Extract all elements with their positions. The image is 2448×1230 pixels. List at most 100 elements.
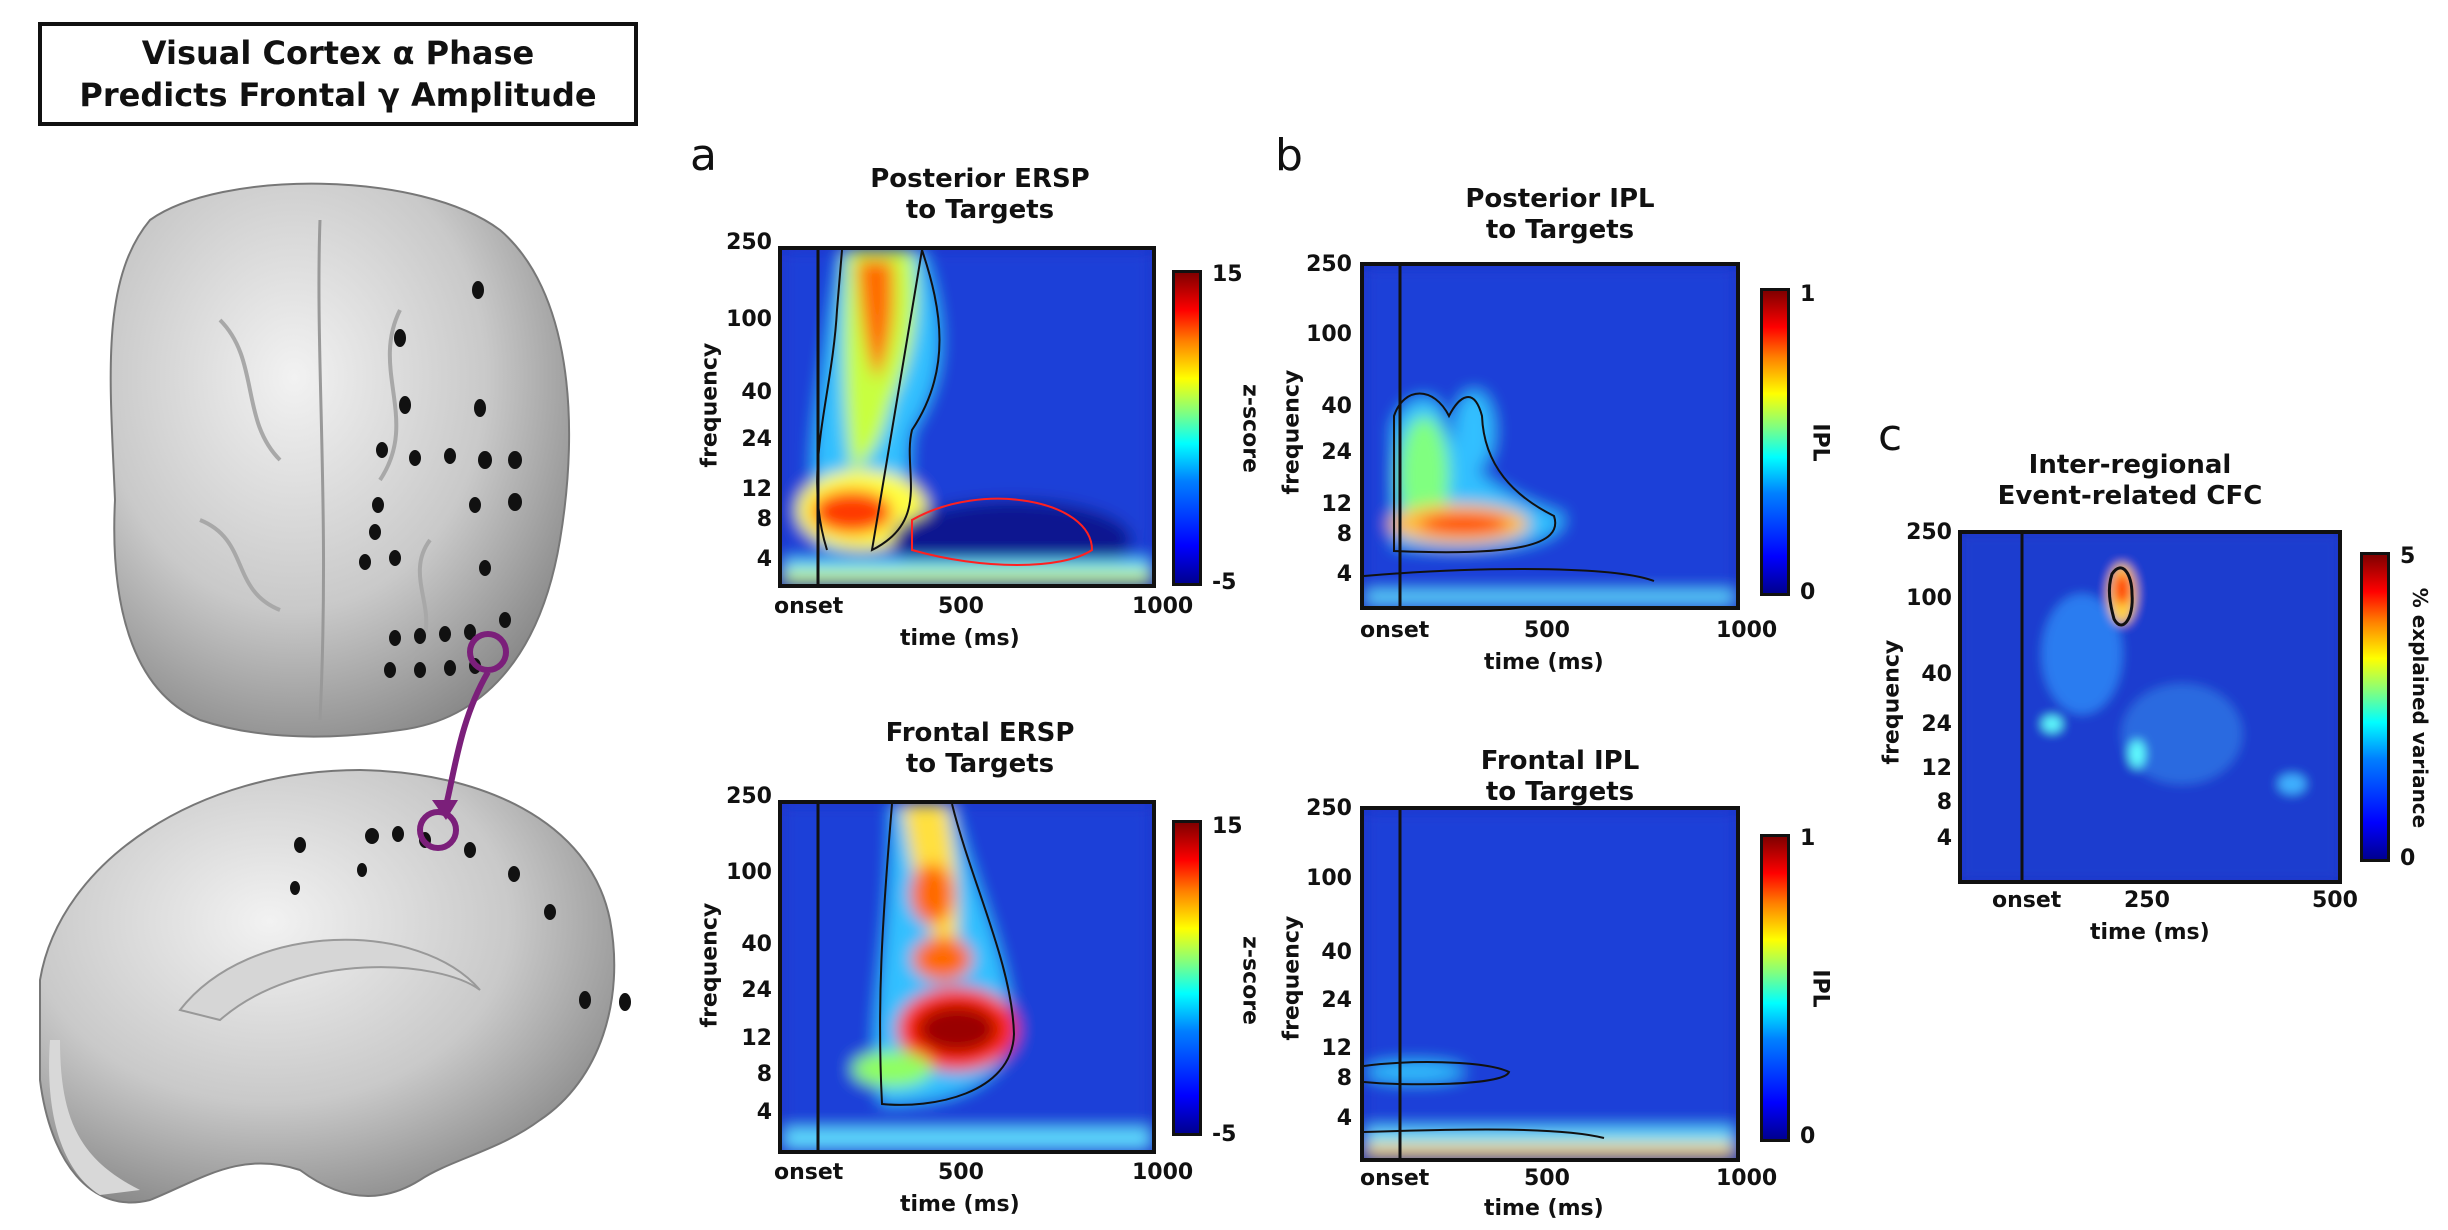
ytick: 4 — [756, 547, 772, 572]
title-line1: Inter-regional — [2028, 450, 2232, 480]
cbar-tick: 0 — [2400, 846, 2416, 871]
colorbar-label: IPL — [1807, 423, 1833, 462]
xtick: 1000 — [1132, 1160, 1194, 1185]
cbar-tick: 1 — [1800, 826, 1816, 851]
ytick: 24 — [741, 978, 772, 1003]
panel-label-a: a — [690, 130, 717, 181]
heatmap-frontal-ersp — [778, 800, 1156, 1154]
ytick: 12 — [741, 477, 772, 502]
ytick: 8 — [1336, 1066, 1352, 1091]
title-line2: to Targets — [1485, 777, 1635, 807]
colorbar — [1172, 270, 1202, 586]
ytick: 40 — [1321, 394, 1352, 419]
x-axis-label: time (ms) — [1484, 1196, 1604, 1221]
ytick: 8 — [756, 1062, 772, 1087]
x-axis-label: time (ms) — [900, 626, 1020, 651]
ytick: 12 — [1321, 492, 1352, 517]
ytick: 100 — [726, 860, 772, 885]
ytick: 100 — [1906, 586, 1952, 611]
colorbar-label: % explained variance — [2408, 587, 2432, 829]
ytick: 8 — [1936, 790, 1952, 815]
x-axis-label: time (ms) — [900, 1192, 1020, 1217]
connection-arrow — [442, 670, 491, 811]
cbar-tick: 1 — [1800, 282, 1816, 307]
ytick: 40 — [1321, 940, 1352, 965]
ytick: 100 — [1306, 322, 1352, 347]
ytick: 12 — [741, 1026, 772, 1051]
title-line2: Event-related CFC — [1997, 481, 2263, 511]
cbar-tick: -5 — [1212, 570, 1237, 595]
x-axis-label: time (ms) — [2090, 920, 2210, 945]
title-line1: Posterior IPL — [1465, 184, 1655, 214]
xtick: 500 — [1524, 1166, 1570, 1191]
ytick: 40 — [741, 380, 772, 405]
ytick: 250 — [1306, 796, 1352, 821]
panel-c-title: Inter-regional Event-related CFC — [1940, 450, 2320, 512]
cbar-tick: 0 — [1800, 580, 1816, 605]
brain-medial-view — [39, 768, 616, 1204]
xtick: onset — [1360, 618, 1430, 643]
ytick: 24 — [1321, 988, 1352, 1013]
title-line1: Frontal ERSP — [885, 718, 1075, 748]
xtick: 1000 — [1716, 1166, 1778, 1191]
xtick: 1000 — [1132, 594, 1194, 619]
ytick: 24 — [1921, 712, 1952, 737]
panel-a-bottom-title: Frontal ERSP to Targets — [780, 718, 1180, 780]
xtick: onset — [774, 594, 844, 619]
y-axis-label: frequency — [1879, 639, 1905, 765]
ytick: 250 — [1306, 252, 1352, 277]
ytick: 12 — [1921, 756, 1952, 781]
brain-ventral-view — [109, 182, 571, 738]
ytick: 4 — [756, 1100, 772, 1125]
y-axis-label: frequency — [697, 342, 723, 468]
colorbar — [2360, 552, 2390, 862]
xtick: onset — [1360, 1166, 1430, 1191]
ytick: 12 — [1321, 1036, 1352, 1061]
ytick: 24 — [1321, 440, 1352, 465]
panel-label-b: b — [1275, 130, 1303, 181]
figure-title-line1: Visual Cortex α Phase — [141, 34, 535, 72]
xtick: 500 — [2312, 888, 2358, 913]
colorbar — [1172, 820, 1202, 1136]
heatmap-frontal-ipl — [1360, 806, 1740, 1162]
panel-a-top-title: Posterior ERSP to Targets — [780, 164, 1180, 226]
heatmap-posterior-ersp — [778, 246, 1156, 588]
cbar-tick: 5 — [2400, 544, 2416, 569]
colorbar — [1760, 834, 1790, 1142]
figure-title-line2: Predicts Frontal γ Amplitude — [79, 76, 597, 114]
heatmap-cfc — [1958, 530, 2342, 884]
title-line2: to Targets — [1485, 215, 1635, 245]
ytick: 24 — [741, 427, 772, 452]
xtick: onset — [1992, 888, 2062, 913]
ytick: 4 — [1936, 826, 1952, 851]
ytick: 40 — [741, 932, 772, 957]
y-axis-label: frequency — [697, 902, 723, 1028]
colorbar — [1760, 288, 1790, 596]
xtick: 500 — [938, 1160, 984, 1185]
ytick: 8 — [1336, 522, 1352, 547]
colorbar-label: IPL — [1807, 969, 1833, 1008]
cbar-tick: -5 — [1212, 1122, 1237, 1147]
ytick: 8 — [756, 507, 772, 532]
ytick: 100 — [1306, 866, 1352, 891]
cbar-tick: 0 — [1800, 1124, 1816, 1149]
title-line2: to Targets — [905, 749, 1055, 779]
y-axis-label: frequency — [1279, 369, 1305, 495]
xtick: 250 — [2124, 888, 2170, 913]
y-axis-label: frequency — [1279, 915, 1305, 1041]
heatmap-posterior-ipl — [1360, 262, 1740, 610]
ytick: 250 — [726, 230, 772, 255]
ytick: 40 — [1921, 662, 1952, 687]
title-line2: to Targets — [905, 195, 1055, 225]
ytick: 100 — [726, 307, 772, 332]
cbar-tick: 15 — [1212, 262, 1243, 287]
ytick: 250 — [1906, 520, 1952, 545]
colorbar-label: z-score — [1237, 936, 1263, 1025]
brain-illustration — [39, 182, 631, 1204]
figure-title-box: Visual Cortex α Phase Predicts Frontal γ… — [38, 22, 638, 126]
frontal-electrode-marker — [417, 809, 459, 851]
colorbar-label: z-score — [1237, 384, 1263, 473]
panel-b-top-title: Posterior IPL to Targets — [1360, 184, 1760, 246]
panel-b-bottom-title: Frontal IPL to Targets — [1360, 746, 1760, 808]
xtick: 500 — [1524, 618, 1570, 643]
